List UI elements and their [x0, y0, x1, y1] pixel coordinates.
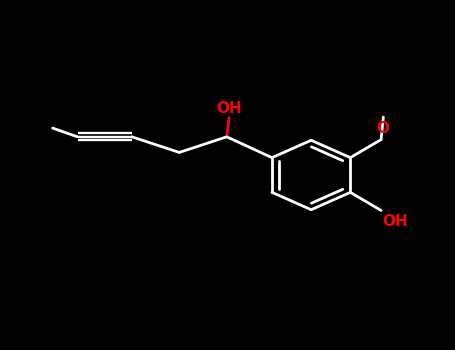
Text: O: O: [376, 121, 389, 136]
Text: OH: OH: [383, 214, 408, 229]
Text: OH: OH: [216, 101, 242, 116]
